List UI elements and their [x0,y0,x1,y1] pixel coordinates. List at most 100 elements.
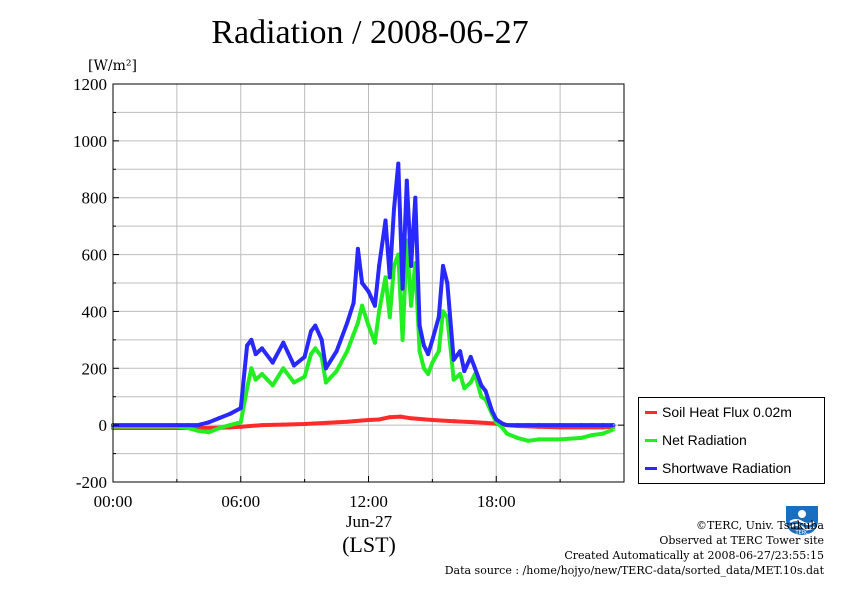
footer-created: Created Automatically at 2008-06-27/23:5… [564,549,824,562]
data-point [468,380,473,385]
data-point [345,349,350,354]
data-point [319,337,324,342]
data-point [245,343,250,348]
data-point [436,315,441,320]
data-point [334,369,339,374]
data-point [217,416,222,421]
data-point [238,420,243,425]
data-point [345,419,350,424]
data-point [387,415,392,420]
data-point [260,371,265,376]
data-point [611,423,616,428]
data-point [558,437,563,442]
data-point [458,349,463,354]
data-point [323,380,328,385]
legend: Soil Heat Flux 0.02m Net Radiation Short… [638,397,825,484]
data-point [421,366,426,371]
y-tick-label: -200 [76,473,107,492]
data-point [383,275,388,280]
footer-source: Data source : /home/hojyo/new/TERC-data/… [444,564,824,577]
data-point [355,320,360,325]
data-point [366,418,371,423]
data-point [351,300,356,305]
legend-item-shortwave-radiation: Shortwave Radiation [645,458,791,478]
data-point [430,337,435,342]
data-point [387,275,392,280]
data-point [372,340,377,345]
data-point [500,421,505,426]
data-point [611,427,616,432]
data-point [334,349,339,354]
data-point [383,218,388,223]
data-point [377,309,382,314]
data-point [217,425,222,430]
page-title: Radiation / 2008-06-27 [211,14,529,51]
data-point [417,349,422,354]
data-point [360,303,365,308]
data-point [489,408,494,413]
legend-item-net-radiation: Net Radiation [645,430,747,450]
data-point [270,360,275,365]
series-shortwave-radiation [111,161,616,428]
logo-text: TERC [795,530,809,536]
data-point [462,386,467,391]
data-point [372,303,377,308]
data-point [228,423,233,428]
data-point [472,420,477,425]
data-point [579,423,584,428]
data-point [558,423,563,428]
y-tick-label: 0 [99,416,108,435]
data-point [579,435,584,440]
data-point [185,423,190,428]
data-point [426,371,431,376]
data-point [291,363,296,368]
data-point [396,161,401,166]
data-point [515,423,520,428]
grid-lines [113,84,624,482]
data-point [400,337,405,342]
data-point [600,423,605,428]
data-point [398,414,403,419]
data-point [366,323,371,328]
legend-label: Soil Heat Flux 0.02m [662,404,792,420]
data-point [504,431,509,436]
footer-site: Observed at TERC Tower site [659,534,824,547]
data-point [409,416,414,421]
data-point [302,422,307,427]
data-point [228,411,233,416]
data-point [479,383,484,388]
data-point [504,423,509,428]
data-point [291,380,296,385]
data-point [426,352,431,357]
y-axis-ticks: 1200 1000 800 600 400 200 0 -200 [73,75,624,492]
y-axis-label: [W/m²] [88,58,137,74]
data-point [302,374,307,379]
data-point [260,423,265,428]
data-point [479,394,484,399]
data-point [302,354,307,359]
series-net-radiation [111,238,616,443]
data-point [421,343,426,348]
data-point [309,329,314,334]
series-layer [111,161,616,443]
data-point [206,420,211,425]
data-point [536,437,541,442]
data-point [260,346,265,351]
data-point [590,423,595,428]
data-point [253,352,258,357]
data-point [323,366,328,371]
y-tick-label: 1200 [73,75,107,94]
data-point [313,323,318,328]
data-point [253,377,258,382]
data-point [355,246,360,251]
x-axis-label: (LST) [342,532,396,557]
data-point [436,349,441,354]
data-point [238,406,243,411]
y-tick-label: 800 [82,189,108,208]
data-point [351,332,356,337]
data-point [360,280,365,285]
data-point [377,263,382,268]
legend-swatch [645,438,657,442]
date-label: Jun-27 [346,512,393,531]
data-point [270,383,275,388]
